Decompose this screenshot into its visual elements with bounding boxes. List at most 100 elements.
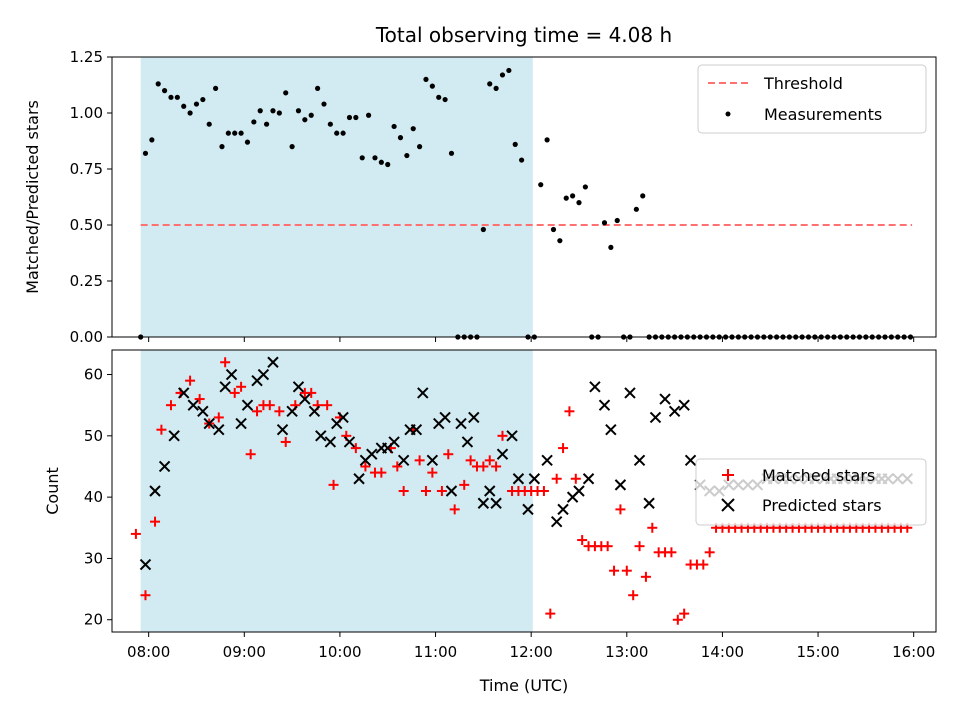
predicted-star-point bbox=[659, 393, 671, 405]
predicted-star-point bbox=[410, 423, 423, 436]
measurement-point bbox=[276, 110, 282, 116]
predicted-star-point bbox=[397, 454, 410, 467]
measurement-point bbox=[334, 130, 340, 136]
matched-star-point bbox=[497, 430, 508, 441]
measurement-point bbox=[417, 144, 423, 150]
matched-star-point bbox=[609, 565, 620, 576]
predicted-star-point bbox=[267, 356, 279, 368]
measurement-point bbox=[174, 94, 180, 100]
predicted-star-point bbox=[589, 381, 601, 393]
matched-star-point bbox=[350, 443, 361, 454]
predicted-star-point bbox=[605, 423, 617, 436]
matched-star-point bbox=[220, 357, 231, 368]
measurement-point bbox=[563, 195, 569, 201]
predicted-star-point bbox=[598, 399, 611, 411]
measurement-point bbox=[487, 81, 493, 87]
y-tick-label: 40 bbox=[84, 488, 103, 506]
y-tick-label: 30 bbox=[84, 549, 103, 567]
measurement-point bbox=[448, 150, 455, 156]
measurement-point bbox=[570, 193, 576, 199]
measurement-point bbox=[321, 101, 327, 107]
predicted-star-point bbox=[337, 411, 349, 424]
predicted-star-point bbox=[512, 473, 525, 485]
predicted-star-point bbox=[353, 473, 365, 485]
predicted-star-point bbox=[461, 436, 474, 448]
predicted-star-point bbox=[343, 436, 356, 448]
matched-star-point bbox=[156, 424, 167, 435]
predicted-star-point bbox=[484, 485, 496, 497]
matched-star-point bbox=[491, 461, 502, 472]
measurement-point bbox=[181, 103, 187, 109]
matched-star-point bbox=[420, 486, 431, 496]
top-legend-box bbox=[697, 64, 927, 134]
y-tick-label: 0.25 bbox=[70, 272, 103, 290]
measurement-point bbox=[442, 96, 448, 103]
measurement-point bbox=[391, 123, 397, 130]
x-tick-label: 12:00 bbox=[510, 643, 553, 661]
matched-star-point bbox=[558, 443, 569, 454]
measurement-point bbox=[397, 135, 404, 141]
measurement-point bbox=[346, 114, 353, 121]
y-tick-label: 20 bbox=[84, 611, 103, 629]
matched-star-point bbox=[280, 436, 291, 447]
measurement-point bbox=[608, 244, 614, 250]
measurement-point bbox=[423, 76, 429, 82]
matched-star-point bbox=[398, 486, 409, 496]
matched-star-point bbox=[236, 381, 247, 392]
predicted-star-point bbox=[614, 479, 627, 491]
predicted-star-point bbox=[213, 423, 225, 436]
bottom-axes-frame bbox=[111, 349, 937, 633]
measurement-point bbox=[480, 226, 486, 233]
matched-star-point bbox=[538, 486, 549, 496]
predicted-star-point bbox=[276, 423, 289, 436]
ratio-panel: Total observing time = 4.08 h 0.00 0.25 0.… bbox=[23, 23, 937, 346]
bottom-legend-box bbox=[695, 458, 927, 526]
matched-star-point bbox=[577, 535, 588, 546]
predicted-star-point bbox=[225, 368, 238, 381]
matched-star-point bbox=[414, 455, 425, 466]
matched-star-point bbox=[213, 412, 224, 423]
measurement-point bbox=[385, 161, 391, 168]
measurement-point bbox=[359, 155, 365, 161]
matched-star-point bbox=[615, 504, 626, 515]
predicted-star-point bbox=[496, 448, 509, 460]
measurement-point bbox=[289, 144, 295, 150]
bottom-legend: Matched stars Predicted stars bbox=[695, 458, 927, 526]
y-tick-label: 0.50 bbox=[70, 216, 103, 234]
measurement-point bbox=[353, 114, 359, 121]
predicted-star-point bbox=[149, 485, 161, 497]
predicted-star-point bbox=[257, 368, 270, 381]
matched-star-point bbox=[150, 516, 161, 527]
matched-star-point bbox=[634, 541, 645, 552]
measurement-point bbox=[315, 85, 321, 91]
predicted-star-point bbox=[522, 503, 534, 516]
predicted-star-point bbox=[241, 399, 254, 411]
legend-predicted-label: Predicted stars bbox=[762, 496, 882, 515]
y-tick-label: 60 bbox=[84, 366, 103, 384]
matched-star-point bbox=[647, 522, 658, 533]
predicted-star-point bbox=[219, 381, 231, 393]
predicted-star-point bbox=[684, 454, 697, 467]
y-tick-label: 50 bbox=[84, 427, 103, 445]
x-tick-label: 09:00 bbox=[223, 643, 266, 661]
matched-star-point bbox=[449, 504, 460, 515]
predicted-star-point bbox=[477, 497, 490, 509]
matched-star-point bbox=[328, 479, 339, 490]
measurement-point bbox=[550, 226, 557, 233]
matched-star-point bbox=[672, 614, 683, 625]
predicted-star-point bbox=[426, 454, 439, 467]
measurement-point bbox=[212, 85, 219, 91]
measurement-point bbox=[506, 67, 512, 74]
predicted-star-point bbox=[203, 417, 215, 430]
matched-star-point bbox=[459, 479, 470, 490]
measurement-point bbox=[225, 130, 231, 136]
legend-measurements-swatch bbox=[725, 111, 731, 117]
measurement-point bbox=[206, 121, 212, 127]
predicted-star-point bbox=[582, 473, 595, 485]
matched-star-point bbox=[245, 449, 256, 460]
observing-span bbox=[140, 350, 533, 632]
matched-star-point bbox=[628, 590, 639, 601]
predicted-star-point bbox=[286, 405, 298, 418]
matched-star-point bbox=[306, 387, 317, 398]
predicted-star-point bbox=[550, 515, 563, 528]
